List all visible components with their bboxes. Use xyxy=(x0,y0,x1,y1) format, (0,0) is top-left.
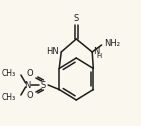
Text: CH₃: CH₃ xyxy=(1,69,15,77)
Text: HN: HN xyxy=(46,46,58,55)
Text: CH₃: CH₃ xyxy=(1,92,15,102)
Text: O: O xyxy=(27,70,33,78)
Text: O: O xyxy=(27,91,33,101)
Text: N: N xyxy=(93,46,100,55)
Text: NH₂: NH₂ xyxy=(104,39,120,49)
Text: N: N xyxy=(24,81,31,89)
Text: S: S xyxy=(74,14,79,23)
Text: H: H xyxy=(96,53,101,59)
Text: S: S xyxy=(41,81,46,89)
